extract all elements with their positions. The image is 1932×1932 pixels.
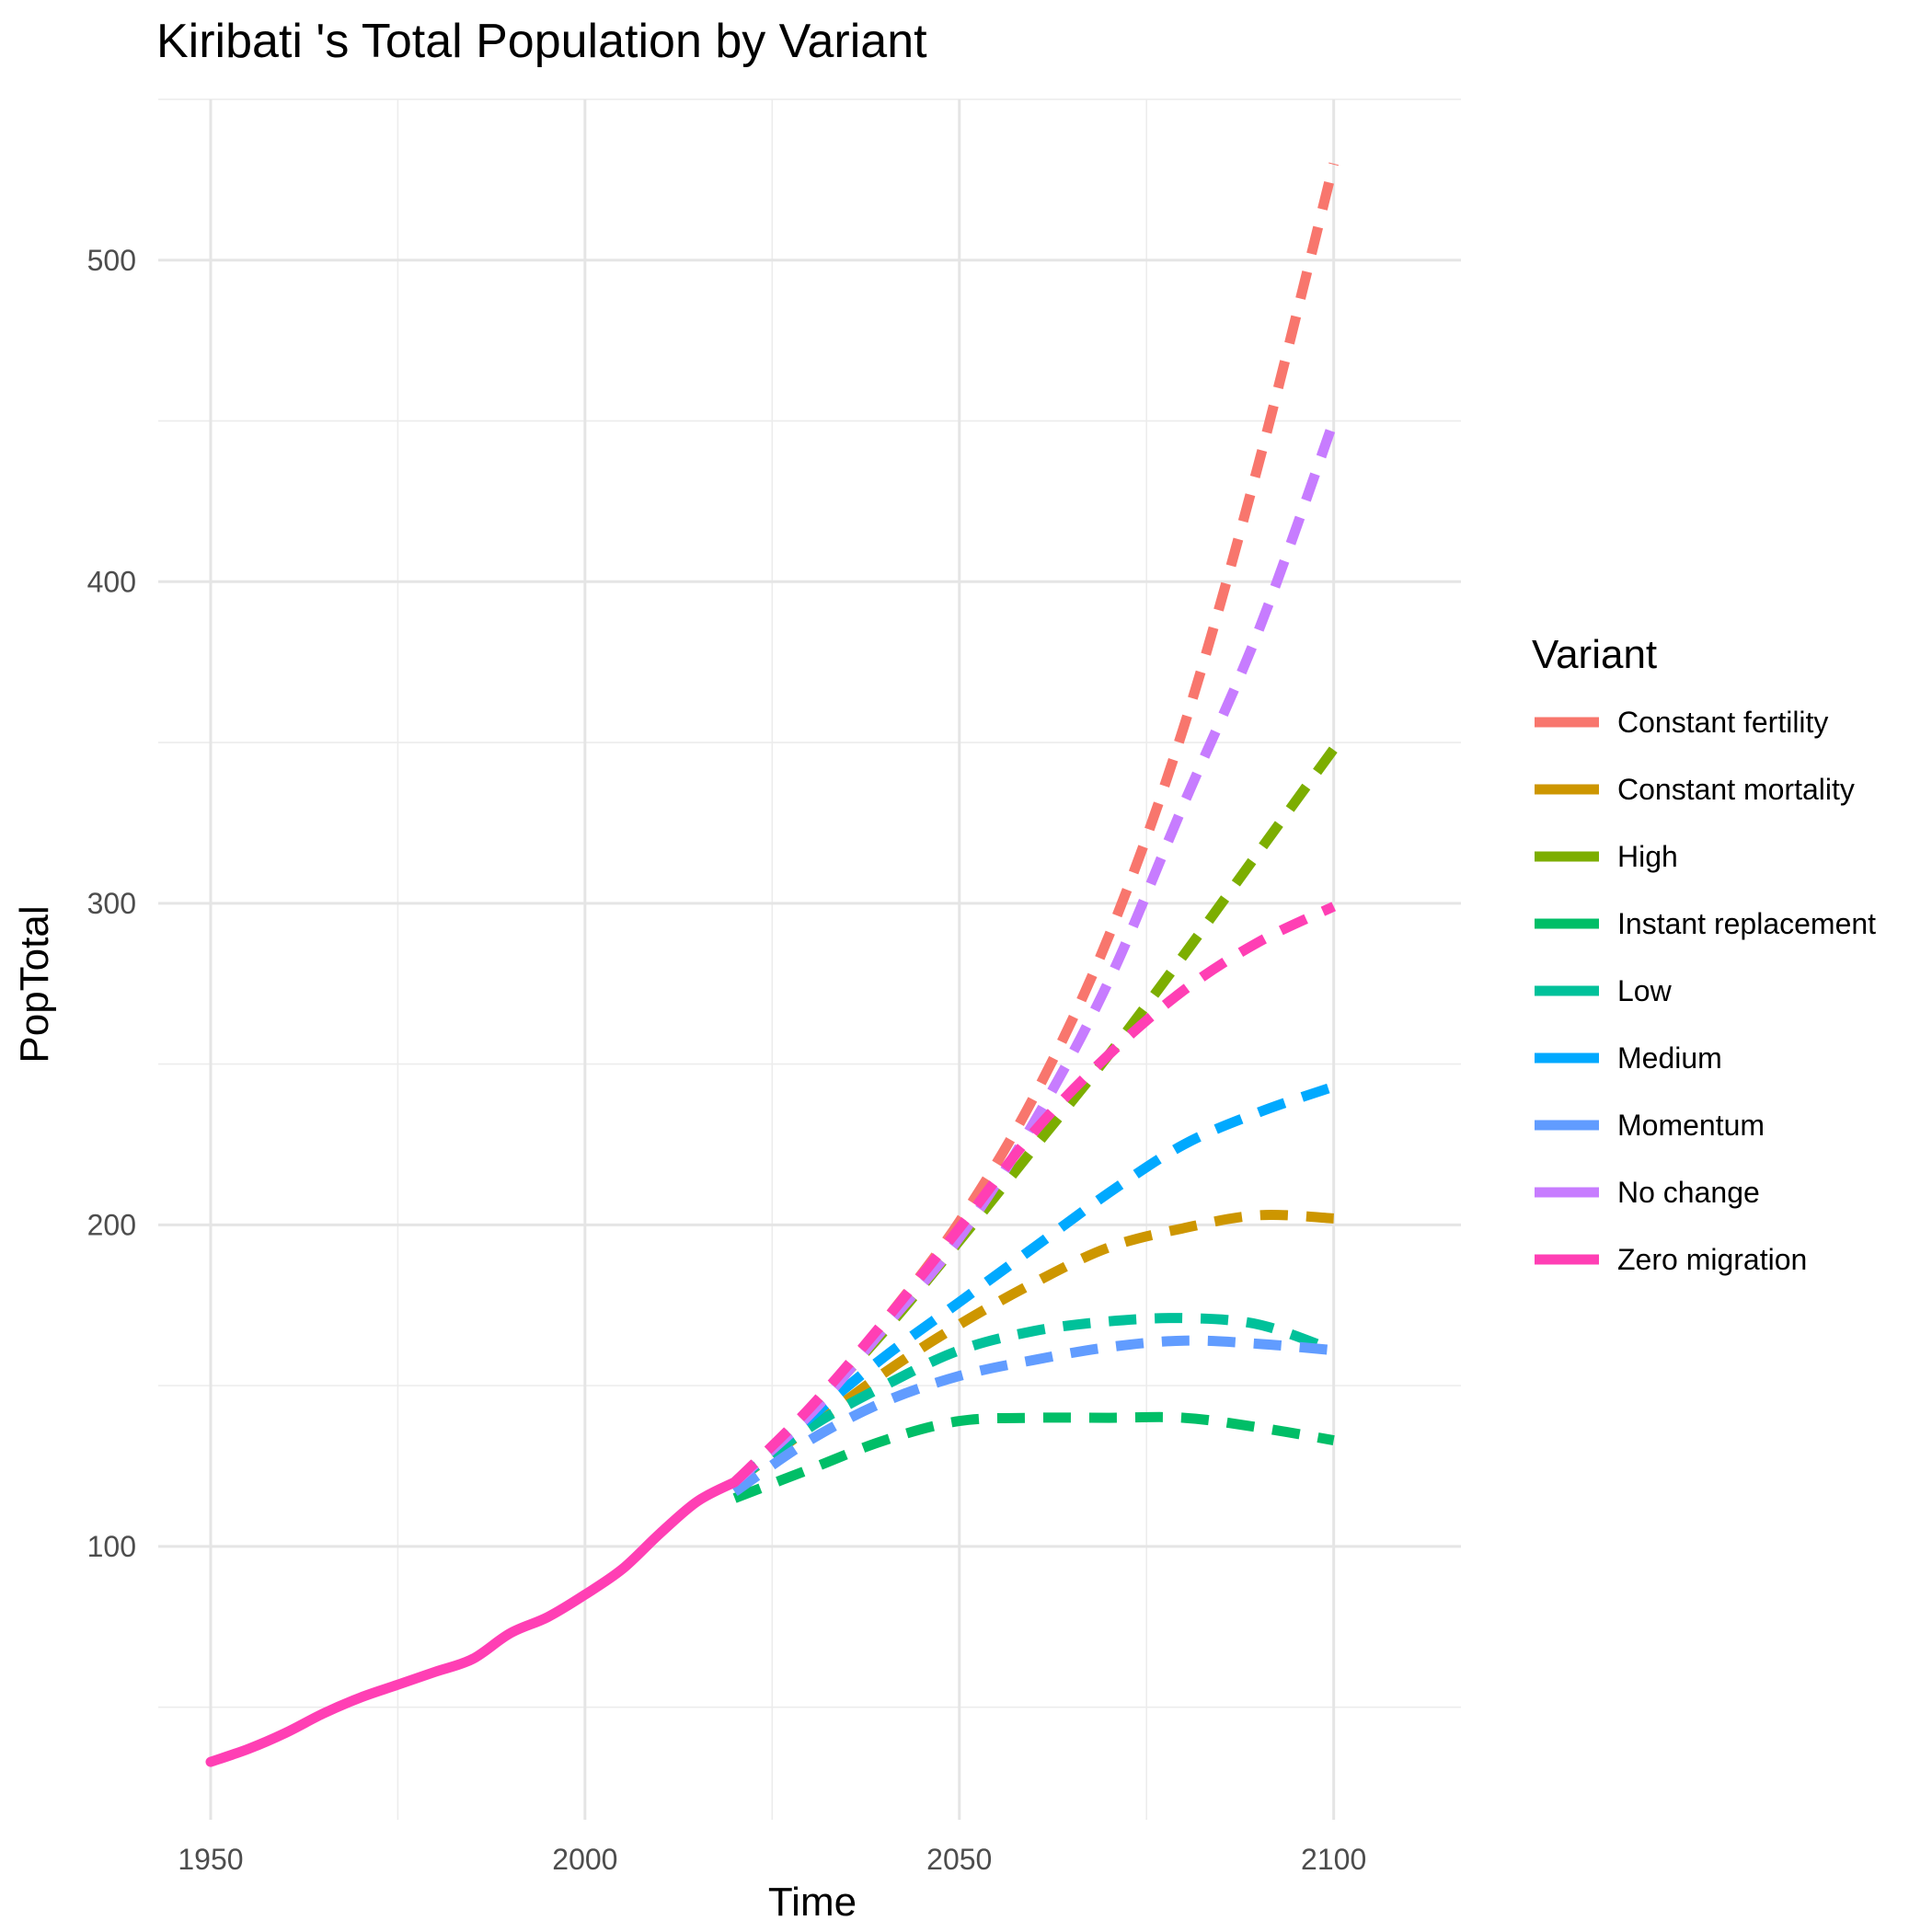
legend-item-high: High <box>1535 840 1678 873</box>
y-axis-ticks: 100 200 300 400 500 <box>87 244 136 1563</box>
y-tick-label: 300 <box>87 887 136 920</box>
plot-lines <box>205 162 1340 1767</box>
legend-label-zero-migration: Zero migration <box>1617 1243 1807 1276</box>
grid <box>158 98 1461 1820</box>
y-tick-label: 200 <box>87 1208 136 1241</box>
legend: Constant fertility Constant mortality High… <box>1535 706 1876 1276</box>
series-line-low <box>731 1313 1336 1487</box>
legend-label-low: Low <box>1617 974 1673 1007</box>
legend-item-low: Low <box>1535 974 1673 1007</box>
y-tick-label: 400 <box>87 565 136 598</box>
y-axis-title: PopTotal <box>12 905 57 1063</box>
x-tick-label: 2000 <box>552 1843 617 1876</box>
legend-label-momentum: Momentum <box>1617 1109 1765 1142</box>
series-line-zero-migration <box>730 902 1337 1486</box>
legend-item-no-change: No change <box>1535 1176 1760 1209</box>
legend-label-high: High <box>1617 840 1678 873</box>
y-tick-label: 500 <box>87 244 136 277</box>
x-tick-label: 2100 <box>1301 1843 1366 1876</box>
historical-line <box>205 1477 741 1767</box>
legend-item-medium: Medium <box>1535 1041 1722 1075</box>
legend-label-no-change: No change <box>1617 1176 1760 1209</box>
chart-title: Kiribati 's Total Population by Variant <box>156 15 927 68</box>
series-line-instant-replacement <box>732 1411 1335 1503</box>
series-line-medium <box>731 1081 1336 1487</box>
legend-item-constant-fertility: Constant fertility <box>1535 706 1828 739</box>
series-line-constant-mortality <box>731 1210 1334 1487</box>
series-line-momentum <box>731 1335 1335 1497</box>
legend-label-instant-replacement: Instant replacement <box>1617 907 1876 940</box>
legend-item-constant-mortality: Constant mortality <box>1535 773 1855 806</box>
x-axis-title: Time <box>768 1880 857 1925</box>
x-tick-label: 2050 <box>926 1843 992 1876</box>
legend-item-zero-migration: Zero migration <box>1535 1243 1807 1276</box>
legend-label-constant-mortality: Constant mortality <box>1617 773 1855 806</box>
legend-label-medium: Medium <box>1617 1041 1722 1075</box>
legend-item-momentum: Momentum <box>1535 1109 1765 1142</box>
x-axis-ticks: 1950 2000 2050 2100 <box>178 1843 1366 1876</box>
x-tick-label: 1950 <box>178 1843 243 1876</box>
y-tick-label: 100 <box>87 1530 136 1563</box>
series-line-constant-fertility <box>730 162 1340 1487</box>
legend-title: Variant <box>1532 632 1657 677</box>
legend-label-constant-fertility: Constant fertility <box>1617 706 1828 739</box>
legend-item-instant-replacement: Instant replacement <box>1535 907 1876 940</box>
